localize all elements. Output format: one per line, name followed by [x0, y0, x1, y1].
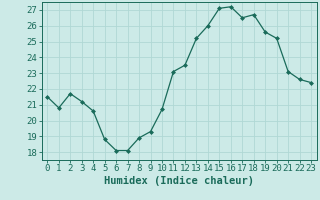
X-axis label: Humidex (Indice chaleur): Humidex (Indice chaleur) [104, 176, 254, 186]
